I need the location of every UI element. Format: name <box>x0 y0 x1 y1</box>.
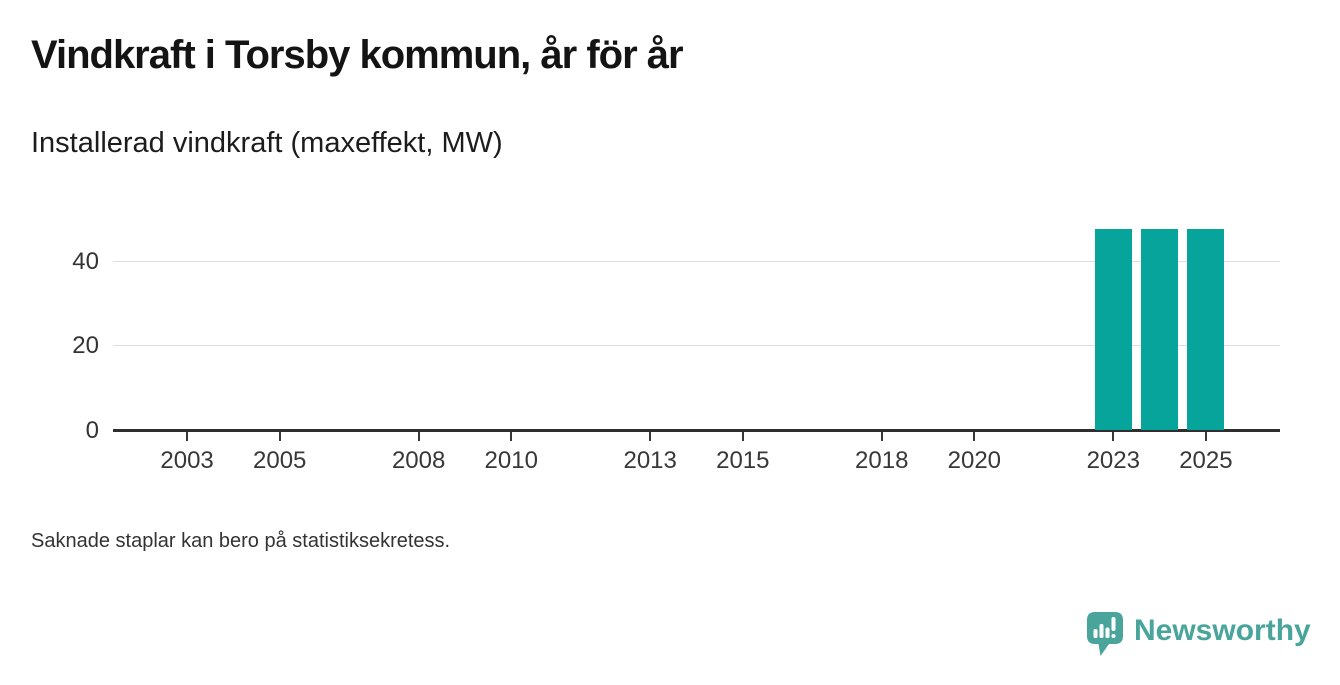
x-axis-tick-2003 <box>186 432 189 441</box>
bar-2023 <box>1094 229 1132 430</box>
x-axis-tick-2018 <box>880 432 883 441</box>
x-axis-tick-2023 <box>1112 432 1115 441</box>
x-axis-label-2003: 2003 <box>160 447 214 474</box>
y-axis-label-0: 0 <box>85 417 99 444</box>
x-axis-tick-2010 <box>510 432 513 441</box>
bar-2024 <box>1141 229 1179 430</box>
gridline-40 <box>113 260 1280 262</box>
x-axis-tick-2015 <box>741 432 744 441</box>
x-axis-tick-2025 <box>1204 432 1207 441</box>
bar-2025 <box>1187 229 1225 430</box>
x-axis-label-2005: 2005 <box>253 447 307 474</box>
footnote: Saknade staplar kan bero på statistiksek… <box>31 530 451 552</box>
x-axis-label-2008: 2008 <box>391 447 446 474</box>
gridline-20 <box>113 345 1280 347</box>
x-axis-label-2015: 2015 <box>716 447 770 474</box>
x-axis-label-2023: 2023 <box>1086 447 1140 474</box>
x-axis-line <box>113 429 1280 432</box>
x-axis-label-2025: 2025 <box>1179 447 1233 474</box>
brand-name: Newsworthy <box>1134 614 1311 647</box>
x-axis-label-2013: 2013 <box>623 447 677 474</box>
x-axis-tick-2005 <box>278 432 281 441</box>
x-axis-label-2020: 2020 <box>947 447 1002 474</box>
chart-subtitle: Installerad vindkraft (maxeffekt, MW) <box>31 127 503 159</box>
newsworthy-logo-icon <box>1087 612 1123 656</box>
brand: Newsworthy <box>1086 611 1311 657</box>
x-axis-label-2010: 2010 <box>484 447 538 474</box>
x-axis-tick-2008 <box>417 432 420 441</box>
y-axis-label-20: 20 <box>72 332 99 360</box>
x-axis-label-2018: 2018 <box>855 447 909 474</box>
x-axis-tick-2013 <box>649 432 652 441</box>
y-axis-label-40: 40 <box>72 247 99 275</box>
x-axis-tick-2020 <box>973 432 976 441</box>
chart-title: Vindkraft i Torsby kommun, år för år <box>31 33 684 77</box>
